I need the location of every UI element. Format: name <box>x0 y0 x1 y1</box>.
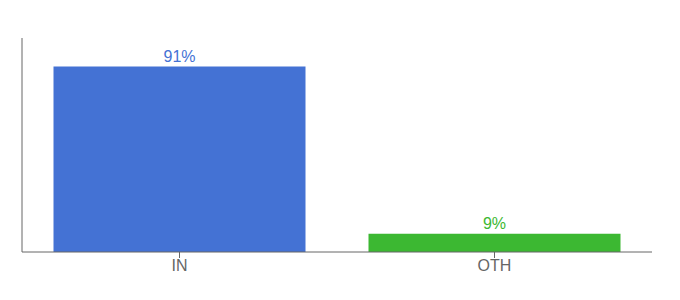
svg-text:9%: 9% <box>483 215 506 232</box>
svg-text:OTH: OTH <box>478 257 512 274</box>
svg-text:IN: IN <box>172 257 188 274</box>
svg-text:91%: 91% <box>163 48 195 65</box>
